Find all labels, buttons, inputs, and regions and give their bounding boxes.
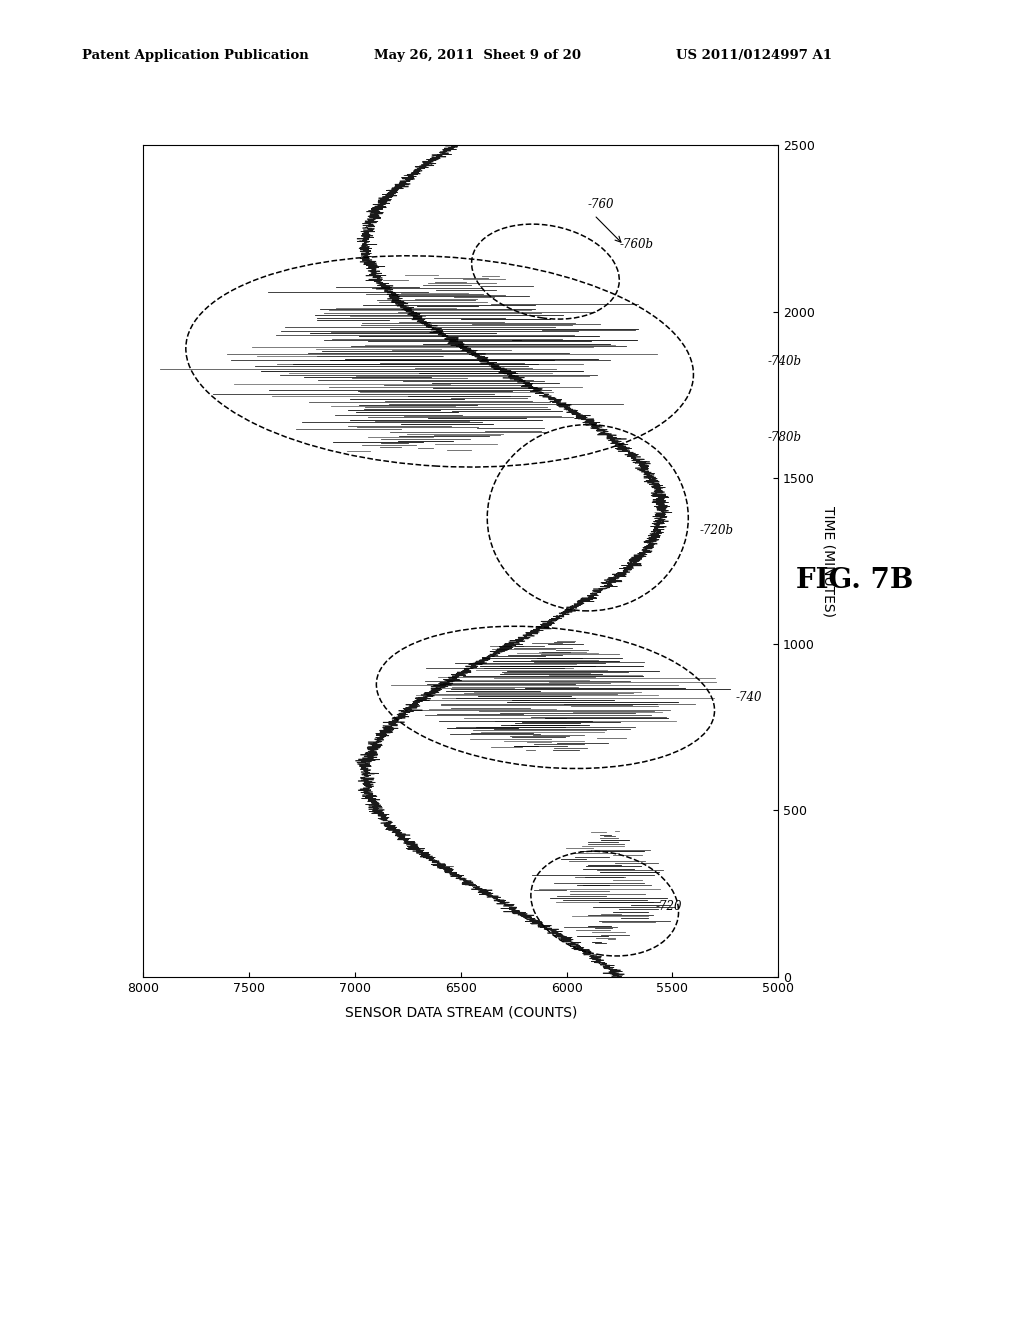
Text: -740: -740 (736, 690, 763, 704)
Text: -760b: -760b (620, 239, 653, 251)
Text: -760: -760 (588, 198, 614, 211)
Text: Patent Application Publication: Patent Application Publication (82, 49, 308, 62)
Text: -740b: -740b (768, 355, 802, 368)
Text: FIG. 7B: FIG. 7B (797, 568, 913, 594)
Y-axis label: TIME (MINUTES): TIME (MINUTES) (822, 506, 836, 616)
X-axis label: SENSOR DATA STREAM (COUNTS): SENSOR DATA STREAM (COUNTS) (345, 1006, 577, 1020)
Text: -720: -720 (655, 900, 682, 913)
Text: -780b: -780b (768, 432, 802, 445)
Text: May 26, 2011  Sheet 9 of 20: May 26, 2011 Sheet 9 of 20 (374, 49, 581, 62)
Text: US 2011/0124997 A1: US 2011/0124997 A1 (676, 49, 831, 62)
Text: -720b: -720b (700, 524, 734, 537)
